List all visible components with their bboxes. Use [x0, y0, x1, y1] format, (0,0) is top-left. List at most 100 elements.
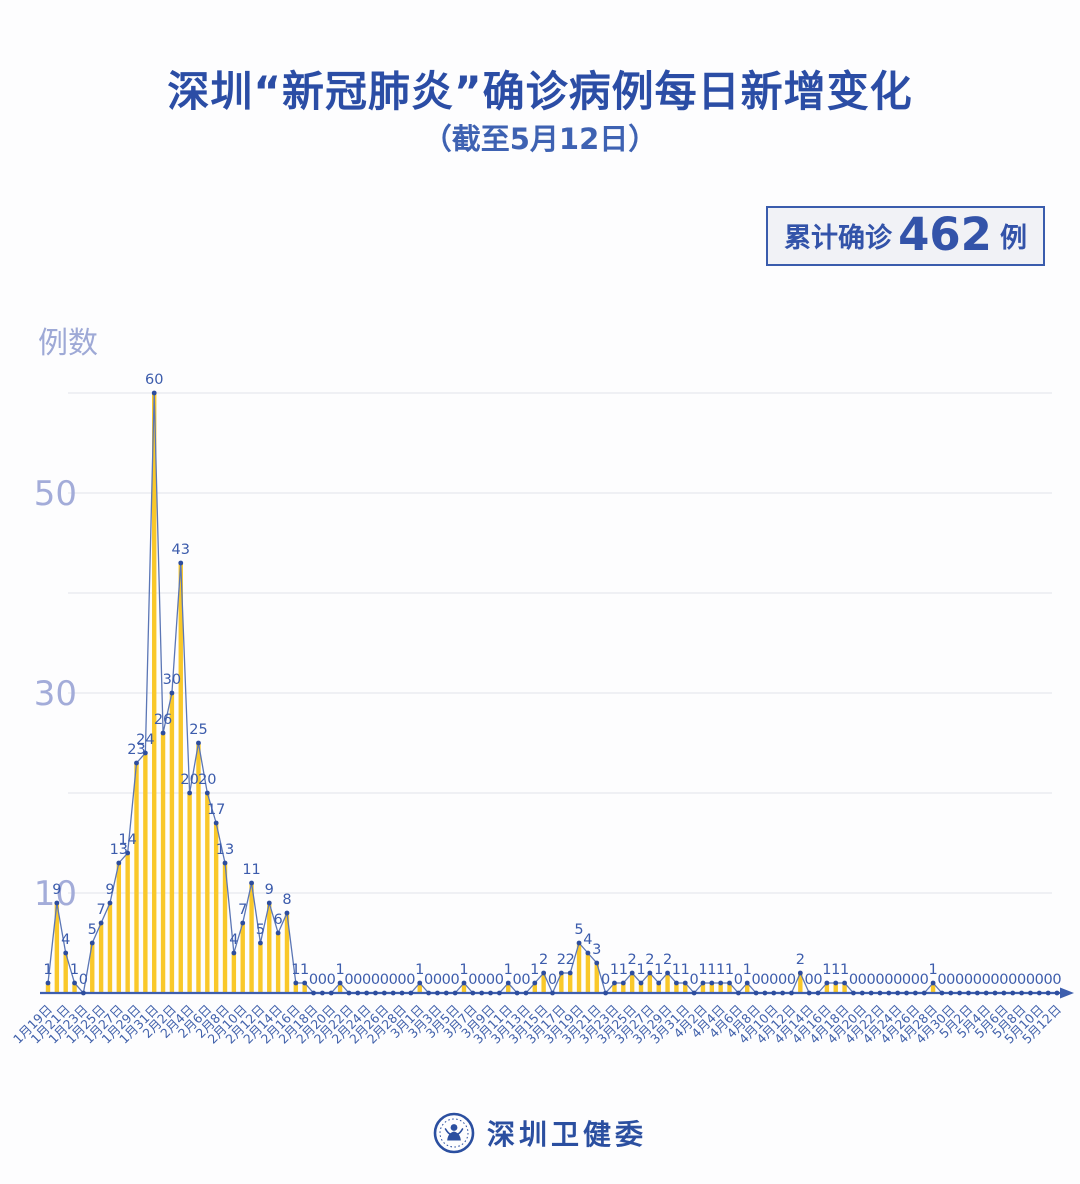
bar [196, 743, 201, 993]
value-label: 0 [318, 972, 327, 988]
data-point [364, 990, 370, 996]
value-label: 0 [937, 972, 946, 988]
data-point [833, 980, 839, 986]
data-point [187, 790, 193, 796]
cumulative-total-badge: 累计确诊 462 例 [766, 206, 1045, 266]
value-label: 0 [406, 972, 415, 988]
bar [54, 903, 60, 993]
value-label: 0 [344, 972, 353, 988]
badge-prefix-label: 累计确诊 [784, 222, 893, 254]
value-label: 26 [154, 712, 172, 728]
value-label: 1 [840, 962, 849, 978]
data-point [390, 990, 396, 996]
value-label: 0 [751, 972, 760, 988]
bar [240, 923, 245, 993]
data-point [647, 970, 653, 976]
bar [152, 393, 157, 993]
bar [284, 913, 290, 993]
data-point [258, 940, 263, 946]
bar [178, 563, 183, 993]
data-point [328, 990, 334, 996]
bar [45, 983, 51, 993]
data-point [231, 950, 237, 956]
value-label: 0 [760, 972, 769, 988]
data-point [620, 980, 626, 986]
value-label: 43 [172, 542, 190, 558]
value-label: 13 [216, 842, 234, 858]
data-point [169, 690, 175, 696]
value-label: 1 [822, 962, 831, 978]
value-label: 0 [486, 972, 495, 988]
bar [576, 943, 582, 993]
value-label: 60 [145, 372, 163, 388]
value-label: 2 [566, 952, 575, 968]
value-label: 2 [645, 952, 654, 968]
data-point [859, 990, 865, 996]
value-label: 0 [548, 972, 557, 988]
value-label: 0 [982, 972, 991, 988]
value-label: 2 [663, 952, 672, 968]
data-point [868, 990, 874, 996]
bar [656, 983, 661, 993]
bar [674, 983, 679, 993]
badge-unit-label: 例 [1000, 222, 1027, 254]
value-label: 0 [1017, 972, 1026, 988]
data-point [479, 990, 485, 996]
bar [532, 983, 537, 993]
value-label: 1 [610, 962, 619, 978]
bar [169, 693, 175, 993]
data-point [72, 980, 77, 986]
value-label: 8 [282, 892, 291, 908]
value-label: 0 [389, 972, 398, 988]
bar [187, 793, 192, 993]
value-label: 0 [769, 972, 778, 988]
data-point [1054, 990, 1060, 996]
value-label: 0 [946, 972, 955, 988]
gridlines [68, 392, 1052, 894]
bar [267, 903, 272, 993]
data-points [45, 390, 1060, 996]
data-point [399, 990, 405, 996]
bar [506, 983, 511, 993]
value-label: 0 [521, 972, 530, 988]
bar [647, 973, 653, 993]
value-label: 1 [654, 962, 663, 978]
data-point [576, 940, 582, 946]
value-label: 20 [198, 772, 216, 788]
data-point [1036, 990, 1042, 996]
bar [125, 853, 130, 993]
value-label: 0 [380, 972, 389, 988]
value-label: 0 [884, 972, 893, 988]
value-label: 6 [274, 912, 283, 928]
data-point [1028, 990, 1033, 996]
data-point [824, 980, 830, 986]
value-label: 0 [689, 972, 698, 988]
value-label: 23 [127, 742, 145, 758]
data-point [435, 990, 440, 996]
page-title: 深圳“新冠肺炎”确诊病例每日新增变化 [167, 67, 913, 116]
bar [638, 983, 644, 993]
bar [249, 883, 254, 993]
data-point [514, 990, 520, 996]
data-point [293, 980, 299, 986]
value-label: 0 [1044, 972, 1053, 988]
value-label: 1 [681, 962, 690, 978]
value-label: 9 [105, 882, 114, 898]
bar [461, 983, 467, 993]
value-label: 0 [858, 972, 867, 988]
x-axis-labels: 1月19日1月21日1月23日1月25日1月27日1月29日1月31日2月2日2… [10, 1002, 1064, 1047]
data-point [408, 990, 414, 996]
value-label: 0 [893, 972, 902, 988]
data-point [727, 980, 732, 986]
page-subtitle: （截至5月12日） [422, 122, 658, 156]
org-logo-icon [433, 1112, 475, 1154]
value-label: 30 [163, 672, 181, 688]
value-label: 0 [309, 972, 318, 988]
data-point [54, 900, 60, 906]
bar [143, 753, 148, 993]
value-label: 17 [207, 802, 225, 818]
value-label: 1 [636, 962, 645, 978]
value-label: 1 [698, 962, 707, 978]
value-label: 5 [88, 922, 97, 938]
bar [665, 973, 670, 993]
